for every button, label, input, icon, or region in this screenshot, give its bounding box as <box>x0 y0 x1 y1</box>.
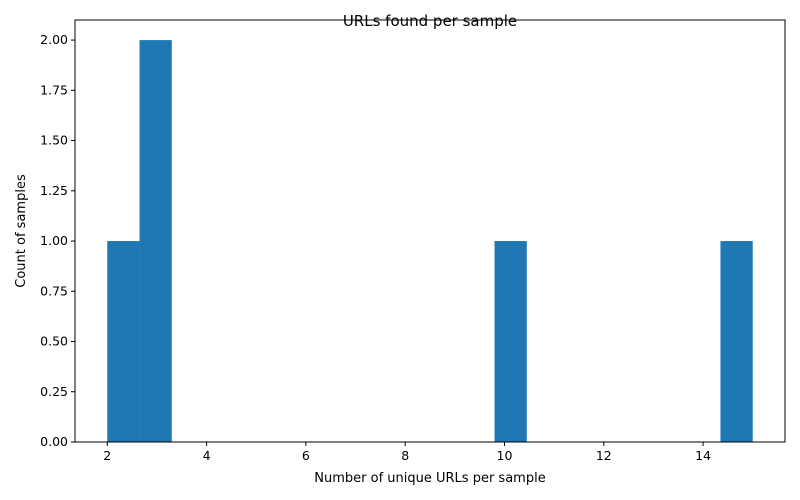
y-axis-ticks: 0.00 0.25 0.50 0.75 1.00 1.25 1.50 1.75 2.00 <box>40 32 75 449</box>
x-axis-ticks: 2 4 6 8 10 12 14 <box>103 442 711 463</box>
histogram-bar-12 <box>494 241 527 442</box>
x-tick-label: 2 <box>103 448 111 463</box>
y-tick-label: 1.25 <box>40 183 68 198</box>
x-tick-label: 8 <box>401 448 409 463</box>
y-tick-label: 1.75 <box>40 82 68 97</box>
plot-frame <box>74 19 786 443</box>
histogram-bar-19 <box>720 241 753 442</box>
histogram-bar-1 <box>139 40 172 442</box>
chart-title: URLs found per sample <box>343 12 517 30</box>
y-tick-label: 2.00 <box>40 32 68 47</box>
y-tick-label: 0.25 <box>40 384 68 399</box>
histogram-bar-0 <box>107 241 140 442</box>
y-tick-label: 1.00 <box>40 233 68 248</box>
x-tick-label: 6 <box>302 448 310 463</box>
x-tick-label: 4 <box>203 448 211 463</box>
y-tick-label: 0.50 <box>40 334 68 349</box>
x-tick-label: 10 <box>497 448 513 463</box>
y-tick-label: 0.75 <box>40 283 68 298</box>
y-axis-label: Count of samples <box>14 174 29 288</box>
x-tick-label: 14 <box>695 448 711 463</box>
x-axis-label: Number of unique URLs per sample <box>314 471 545 486</box>
x-tick-label: 12 <box>596 448 612 463</box>
bars-group <box>107 40 753 442</box>
y-tick-label: 1.50 <box>40 133 68 148</box>
y-tick-label: 0.00 <box>40 434 68 449</box>
